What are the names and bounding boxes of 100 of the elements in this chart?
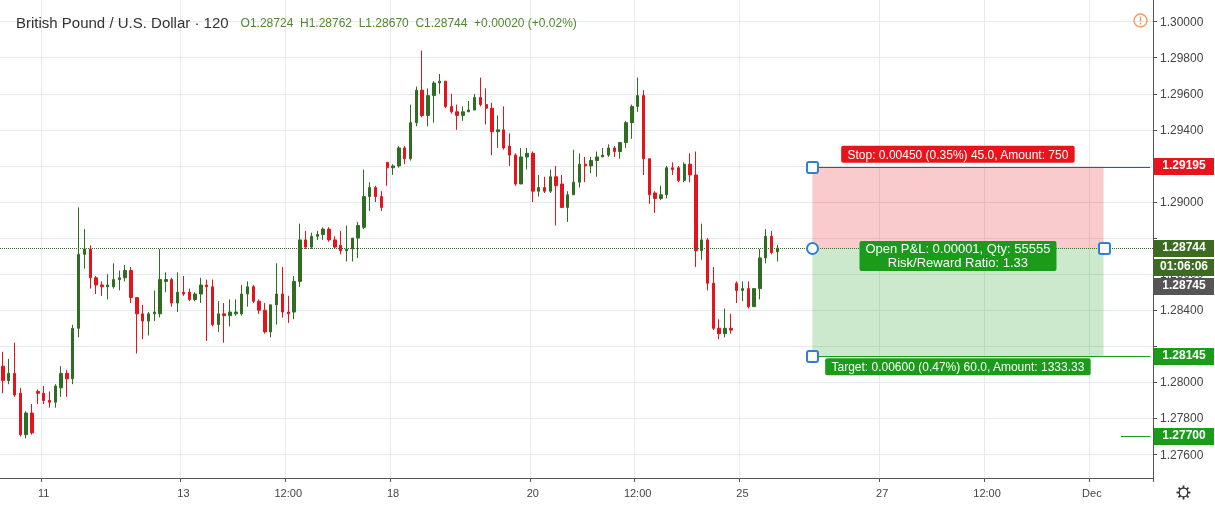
y-tick-label: 1.29000 [1160, 195, 1204, 210]
candlestick [409, 104, 412, 162]
candlestick [164, 271, 168, 293]
candlestick [467, 100, 470, 113]
candlestick [735, 280, 738, 304]
candlestick [304, 230, 307, 250]
candlestick [560, 174, 564, 208]
candlestick [275, 262, 278, 326]
candlestick [752, 288, 756, 308]
candlestick [712, 266, 715, 331]
candlestick [589, 156, 593, 174]
candlestick [403, 145, 406, 165]
candlestick [770, 230, 773, 255]
candlestick [54, 383, 57, 409]
candlestick [368, 181, 371, 212]
candlestick [572, 149, 575, 196]
candlestick [595, 151, 599, 178]
candlestick [717, 318, 721, 340]
candlestick [24, 410, 28, 439]
y-tick-label: 1.28400 [1160, 303, 1204, 318]
candlestick [601, 147, 604, 158]
candlestick [48, 390, 51, 409]
candlestick [648, 158, 651, 205]
x-tick-label: 18 [386, 486, 400, 499]
candlestick [118, 270, 121, 291]
candlestick [624, 120, 628, 149]
text: O1.28724 H1.28762 L1.28670 C1.28744 +0.00020 (+0.02%) [240, 16, 577, 30]
text: British Pound / U.S. Dollar · 120 [16, 14, 229, 31]
band-label: Target: 0.00600 (0.47%) 60.0, Amount: 1333.33 [831, 360, 1085, 375]
candlestick [36, 389, 40, 405]
candlestick [438, 73, 441, 95]
candlestick [257, 298, 261, 315]
candlestick [83, 228, 86, 270]
candlestick [415, 86, 418, 127]
candlestick [205, 279, 208, 342]
candlestick [199, 277, 203, 304]
candlestick [688, 152, 692, 183]
candlestick [607, 143, 610, 158]
candlestick [671, 161, 674, 176]
candlestick [758, 248, 762, 300]
candlestick [741, 280, 744, 302]
x-tick-label: 27 [876, 486, 889, 499]
candlestick [485, 87, 488, 125]
y-tick-label: 1.29400 [1160, 122, 1204, 137]
candlestick [490, 102, 494, 156]
candlestick [153, 289, 156, 322]
candlestick [723, 307, 727, 338]
candlestick [59, 365, 63, 398]
candlestick [677, 165, 680, 183]
candlestick [123, 264, 127, 282]
candlestick [94, 275, 98, 295]
candlestick [386, 161, 389, 187]
candlestick [269, 304, 272, 338]
candlestick [613, 145, 616, 158]
candlestick [455, 104, 459, 131]
candlestick [525, 147, 529, 171]
text: 01:06:06 [1154, 258, 1214, 276]
candlestick [566, 190, 569, 223]
candlestick [71, 324, 74, 385]
ref-line-label: 1.28145 [1154, 347, 1214, 365]
candlestick [170, 277, 173, 308]
candlestick [298, 223, 302, 288]
candlestick [729, 313, 733, 335]
candlestick [356, 221, 360, 259]
y-tick-label: 1.27800 [1160, 411, 1204, 426]
candlestick [112, 262, 115, 290]
candlestick [432, 80, 436, 124]
candlestick [764, 228, 767, 264]
candlestick [193, 291, 197, 302]
candlestick [380, 190, 383, 212]
candlestick [339, 230, 342, 255]
candlestick [321, 226, 325, 241]
x-tick-label: 20 [526, 486, 539, 499]
candlestick [519, 147, 523, 185]
candlestick [531, 151, 535, 203]
candlestick [374, 185, 377, 203]
candlestick [747, 280, 750, 309]
candlestick [147, 311, 150, 336]
candlestick [77, 206, 80, 338]
candlestick [129, 266, 133, 304]
candlestick [653, 190, 657, 214]
annotation: Open P&L: 0.00001, Qty: 55555 Risk/Reward Ratio: 1.33 [859, 241, 1057, 272]
candlestick [176, 271, 179, 313]
candlestick [228, 298, 232, 327]
y-tick-label: 1.27600 [1160, 447, 1204, 462]
candlestick [618, 142, 622, 160]
x-tick-label: Dec [1082, 486, 1103, 499]
candlestick [182, 275, 185, 297]
candlestick [514, 152, 517, 187]
x-tick-label: 25 [736, 486, 749, 499]
candlestick [217, 300, 220, 333]
y-tick-label: 1.29800 [1160, 50, 1204, 65]
candlestick [234, 298, 238, 317]
y-tick-label: 1.29600 [1160, 86, 1204, 101]
candlestick [636, 77, 639, 113]
candlestick [100, 280, 104, 297]
candlestick [222, 302, 226, 344]
candlestick [584, 156, 587, 183]
candlestick [263, 302, 267, 335]
candlestick [665, 165, 668, 199]
